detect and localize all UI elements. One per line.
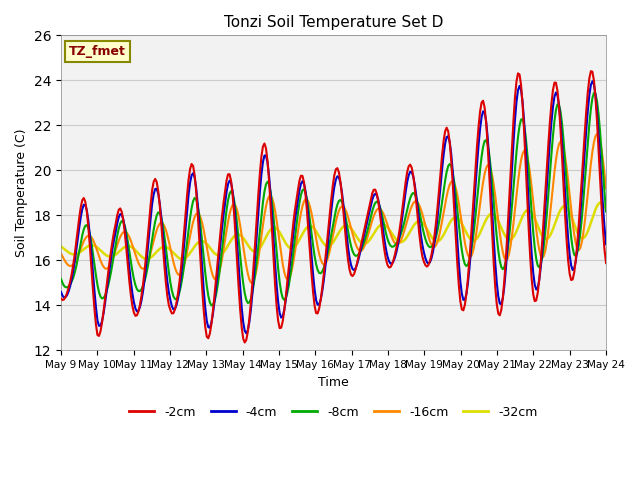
-8cm xyxy=(239,280,247,286)
-2cm xyxy=(220,200,227,206)
-16cm xyxy=(124,231,132,237)
-8cm xyxy=(573,250,581,256)
Text: TZ_fmet: TZ_fmet xyxy=(69,45,126,58)
-32cm xyxy=(248,248,256,253)
-16cm xyxy=(248,280,256,286)
-32cm xyxy=(297,234,305,240)
-2cm xyxy=(241,340,248,346)
-8cm xyxy=(221,220,229,226)
Line: -16cm: -16cm xyxy=(61,134,606,283)
-4cm xyxy=(243,330,250,336)
-2cm xyxy=(587,68,595,74)
-4cm xyxy=(297,181,305,187)
-32cm xyxy=(239,235,247,241)
-2cm xyxy=(57,296,65,301)
Y-axis label: Soil Temperature (C): Soil Temperature (C) xyxy=(15,129,28,257)
-32cm xyxy=(179,256,186,262)
-2cm xyxy=(602,260,610,266)
-32cm xyxy=(602,206,610,212)
Line: -2cm: -2cm xyxy=(61,71,606,343)
-4cm xyxy=(124,251,132,256)
-4cm xyxy=(573,247,581,252)
-2cm xyxy=(238,324,246,330)
-8cm xyxy=(57,276,65,282)
-16cm xyxy=(593,131,601,137)
-16cm xyxy=(602,185,610,191)
-16cm xyxy=(220,248,227,253)
Line: -32cm: -32cm xyxy=(61,203,606,259)
-8cm xyxy=(124,239,132,244)
-2cm xyxy=(573,241,581,247)
-16cm xyxy=(297,210,305,216)
-16cm xyxy=(573,246,581,252)
-4cm xyxy=(589,78,596,84)
Line: -4cm: -4cm xyxy=(61,81,606,333)
-4cm xyxy=(220,213,227,218)
-16cm xyxy=(247,279,255,285)
-32cm xyxy=(221,248,229,253)
-4cm xyxy=(238,305,246,311)
-4cm xyxy=(57,289,65,295)
-2cm xyxy=(248,281,256,287)
-4cm xyxy=(602,241,610,247)
-32cm xyxy=(573,229,581,235)
-2cm xyxy=(297,173,305,179)
-32cm xyxy=(57,244,65,250)
-2cm xyxy=(124,262,132,268)
Title: Tonzi Soil Temperature Set D: Tonzi Soil Temperature Set D xyxy=(224,15,444,30)
-32cm xyxy=(598,200,605,205)
-8cm xyxy=(248,290,256,296)
-32cm xyxy=(124,243,132,249)
X-axis label: Time: Time xyxy=(318,376,349,389)
-8cm xyxy=(590,90,598,96)
-4cm xyxy=(248,291,256,297)
Line: -8cm: -8cm xyxy=(61,93,606,305)
-16cm xyxy=(238,232,246,238)
-8cm xyxy=(602,209,610,215)
-8cm xyxy=(297,192,305,198)
Legend: -2cm, -4cm, -8cm, -16cm, -32cm: -2cm, -4cm, -8cm, -16cm, -32cm xyxy=(124,401,543,424)
-8cm xyxy=(207,302,215,308)
-16cm xyxy=(57,251,65,256)
